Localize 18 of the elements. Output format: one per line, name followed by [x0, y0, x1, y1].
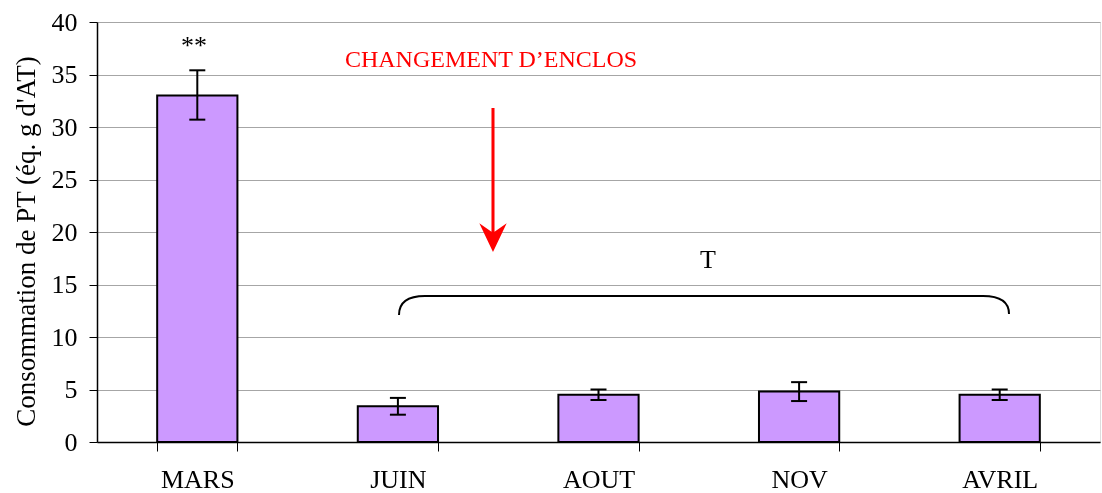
x-tick-label: MARS — [160, 464, 235, 493]
y-tick-label: 35 — [51, 60, 78, 89]
y-tick-label: 25 — [51, 165, 78, 194]
y-tick-label: 10 — [51, 322, 78, 352]
x-tick-label: AOUT — [562, 464, 636, 493]
y-tick-label: 40 — [51, 7, 78, 37]
x-tick-label: JUIN — [370, 464, 427, 493]
x-tick-label: AVRIL — [962, 464, 1039, 493]
x-tick-label: NOV — [771, 464, 828, 493]
annotation: CHANGEMENT D’ENCLOS — [344, 46, 638, 72]
y-tick-label: 0 — [64, 427, 78, 457]
y-tick-label: 5 — [64, 375, 78, 404]
y-tick-label: 20 — [51, 217, 78, 247]
y-tick-label: 15 — [51, 270, 78, 299]
y-tick-label: 30 — [51, 112, 78, 142]
annotation: ** — [181, 31, 207, 60]
annotation: T — [700, 245, 717, 274]
y-axis-title: Consommation de PT (éq. g d'AT) — [10, 56, 41, 427]
